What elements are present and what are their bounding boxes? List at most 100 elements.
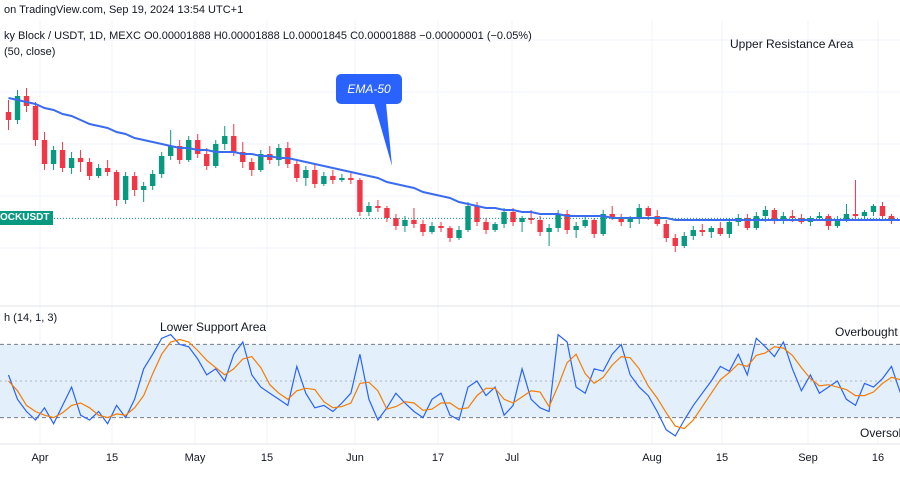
candle-body: [41, 140, 48, 164]
candle-body: [140, 186, 147, 190]
candle: [122, 172, 129, 204]
candle-body: [618, 218, 624, 222]
candle-body: [131, 176, 138, 190]
candle: [573, 222, 579, 238]
candle-body: [339, 178, 345, 180]
candle: [834, 216, 841, 228]
candle: [672, 234, 678, 252]
candle: [879, 202, 886, 218]
candle-body: [384, 208, 390, 218]
candle-body: [645, 208, 651, 216]
candle-body: [762, 210, 769, 216]
candle: [32, 102, 39, 146]
candle: [483, 218, 489, 234]
candle-body: [249, 162, 255, 170]
candle: [303, 166, 309, 186]
candle-body: [95, 168, 102, 176]
candle-body: [483, 222, 489, 230]
ema-legend: (50, close): [4, 46, 56, 58]
x-tick-label: 16: [871, 452, 885, 464]
candle: [176, 140, 183, 164]
candle: [402, 216, 408, 232]
candle-body: [149, 174, 156, 186]
oversold-label: Oversol: [860, 426, 900, 440]
candle: [375, 200, 381, 212]
candle-body: [14, 96, 21, 120]
candle-body: [726, 222, 733, 234]
candle-body: [528, 218, 534, 220]
candle: [744, 214, 751, 230]
candle: [149, 170, 156, 190]
lower-support-label: Lower Support Area: [160, 320, 267, 334]
candle: [429, 222, 435, 234]
candle-body: [348, 178, 354, 180]
candle-body: [176, 146, 183, 160]
candle: [131, 172, 138, 196]
candle: [582, 216, 588, 228]
candle: [50, 146, 57, 170]
candle-body: [609, 214, 615, 218]
candle: [825, 214, 832, 230]
candle-body: [231, 136, 237, 152]
candle-body: [158, 156, 165, 174]
stochastic-band: [0, 343, 900, 419]
candle: [384, 206, 390, 222]
candle: [276, 144, 282, 166]
x-tick-label: Jul: [504, 452, 520, 464]
candle-body: [627, 218, 633, 222]
x-tick-label: Aug: [642, 452, 662, 464]
candle-body: [744, 218, 751, 228]
candle: [591, 218, 597, 238]
candle: [447, 226, 453, 242]
candle-body: [879, 206, 886, 216]
candle-body: [519, 218, 525, 222]
candle-body: [285, 148, 291, 164]
candle: [564, 210, 570, 234]
candle: [330, 170, 336, 184]
candle: [294, 160, 300, 182]
upper-resistance-label: Upper Resistance Area: [730, 37, 854, 51]
candle-body: [663, 224, 669, 238]
candle-body: [32, 106, 39, 140]
candle-body: [834, 220, 841, 226]
candle: [726, 218, 733, 238]
candle: [708, 226, 714, 238]
candle: [699, 224, 705, 236]
source-line: on TradingView.com, Sep 19, 2024 13:54 U…: [4, 4, 244, 16]
candle-body: [573, 226, 579, 230]
candle-body: [591, 220, 597, 234]
candle-body: [86, 162, 93, 176]
candle-body: [366, 206, 372, 212]
candle: [195, 134, 201, 158]
candle: [41, 132, 48, 170]
candle-body: [555, 214, 561, 228]
candle: [5, 100, 12, 130]
candle: [348, 172, 354, 184]
candle-body: [582, 220, 588, 226]
symbol-price-tag: OCKUSDT: [0, 211, 54, 226]
candle-body: [654, 216, 660, 224]
candle: [771, 208, 778, 224]
candle: [663, 220, 669, 242]
candle: [14, 90, 21, 124]
candle-body: [870, 206, 877, 212]
candle-body: [438, 226, 444, 228]
candle-body: [690, 230, 696, 236]
candle-body: [321, 176, 327, 184]
candle-body: [294, 164, 300, 178]
candle: [321, 172, 327, 186]
candle-body: [699, 230, 705, 232]
candle: [393, 214, 399, 230]
ema-50-line: [8, 97, 900, 221]
candle-body: [393, 218, 399, 226]
candle-body: [330, 176, 336, 180]
candle: [465, 202, 471, 232]
candle-body: [77, 158, 84, 162]
x-tick-label: Sep: [798, 452, 818, 464]
candle-body: [258, 154, 264, 170]
candlestick-series: [5, 88, 895, 252]
candle: [113, 170, 120, 206]
candle: [438, 222, 444, 232]
candle-body: [195, 140, 201, 154]
